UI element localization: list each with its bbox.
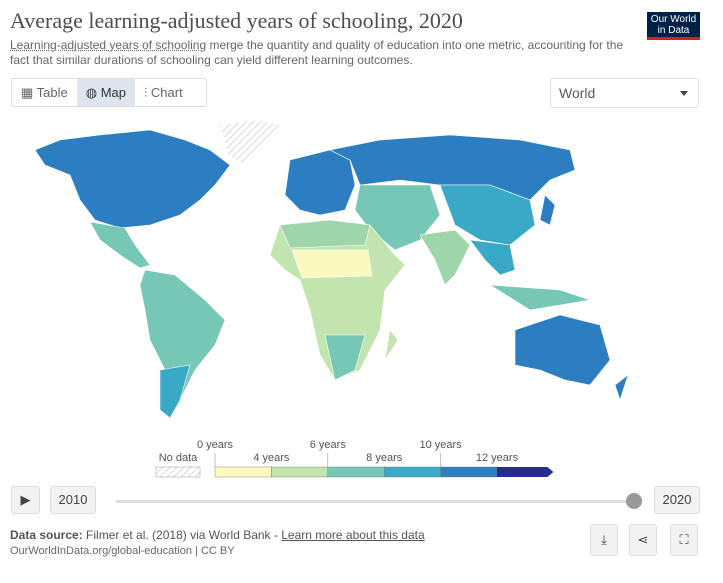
end-year-label: 2020 [662,492,692,507]
legend-tick-label: 0 years [197,439,234,451]
download-button[interactable]: ⤓ [590,524,618,556]
source: Data source: Filmer et al. (2018) via Wo… [10,528,425,542]
country[interactable] [139,269,226,419]
timeline-track[interactable] [116,500,634,503]
legend-tick-label: 6 years [310,439,347,451]
legend-tick-label: 12 years [476,452,519,464]
country[interactable] [614,374,629,401]
legend-swatch [384,466,441,478]
learn-more-link[interactable]: Learn more about this data [281,528,425,542]
fullscreen-button[interactable]: ⛶ [670,524,698,556]
subtitle-text: merge the quantity and quality of educat… [10,38,624,67]
start-year[interactable]: 2010 [50,486,96,514]
country[interactable] [489,284,591,311]
country[interactable] [284,149,356,216]
country[interactable] [159,364,191,419]
no-data-label: No data [159,452,198,464]
country[interactable] [384,329,399,361]
country[interactable] [514,314,611,386]
country[interactable] [439,184,536,246]
legend-tick-label: 8 years [366,452,403,464]
countries [34,119,629,419]
country[interactable] [34,129,231,229]
tab-label: Map [100,85,127,100]
map: No data 0 years 4 years 6 years 8 years 10 y… [34,119,629,478]
source-label: Data source: [10,528,83,542]
tab-label: Chart [150,85,183,100]
country[interactable] [539,194,556,226]
play-button[interactable]: ▶ [11,486,40,514]
country[interactable] [324,334,366,381]
country[interactable] [469,239,516,276]
source-text: Filmer et al. (2018) via World Bank - [82,528,282,542]
subtitle-link[interactable]: Learning-adjusted years of schooling [10,38,207,52]
country[interactable] [329,134,576,201]
legend: No data 0 years 4 years 6 years 8 years 10 y… [155,439,554,478]
end-year[interactable]: 2020 [654,486,700,514]
legend-tick-label: 4 years [253,452,290,464]
legend-swatch [440,466,498,478]
title: Average learning-adjusted years of schoo… [10,8,463,33]
logo[interactable]: Our World in Data [647,12,700,40]
country[interactable] [219,119,281,166]
tab[interactable]: ◍ Map [76,79,136,106]
region-select[interactable]: World [550,78,699,108]
legend-tick-label: 10 years [419,439,462,451]
country[interactable] [279,219,371,249]
legend-swatch [497,467,554,477]
legend-swatch [327,466,385,478]
logo-line: Our World [650,14,697,25]
tab-label: Table [36,85,68,100]
logo-line: in Data [657,25,690,36]
subtitle: Learning-adjusted years of schooling mer… [10,38,625,68]
start-year-label: 2010 [58,492,88,507]
share-button[interactable]: ⋖ [629,524,657,556]
tab[interactable]: ⫶ Chart [144,85,183,100]
legend-swatch [214,466,272,478]
tabs: ▦ Table ◍ Map ⫶ Chart [11,78,207,107]
country[interactable] [419,229,471,286]
country[interactable] [89,221,151,269]
country[interactable] [291,249,373,279]
no-data-swatch [155,466,201,478]
region-label: World [559,85,596,101]
tab[interactable]: ▦ Table [21,85,68,100]
url: OurWorldInData.org/global-education | CC… [10,545,235,557]
legend-swatch [271,466,328,478]
timeline-handle[interactable] [626,493,642,509]
